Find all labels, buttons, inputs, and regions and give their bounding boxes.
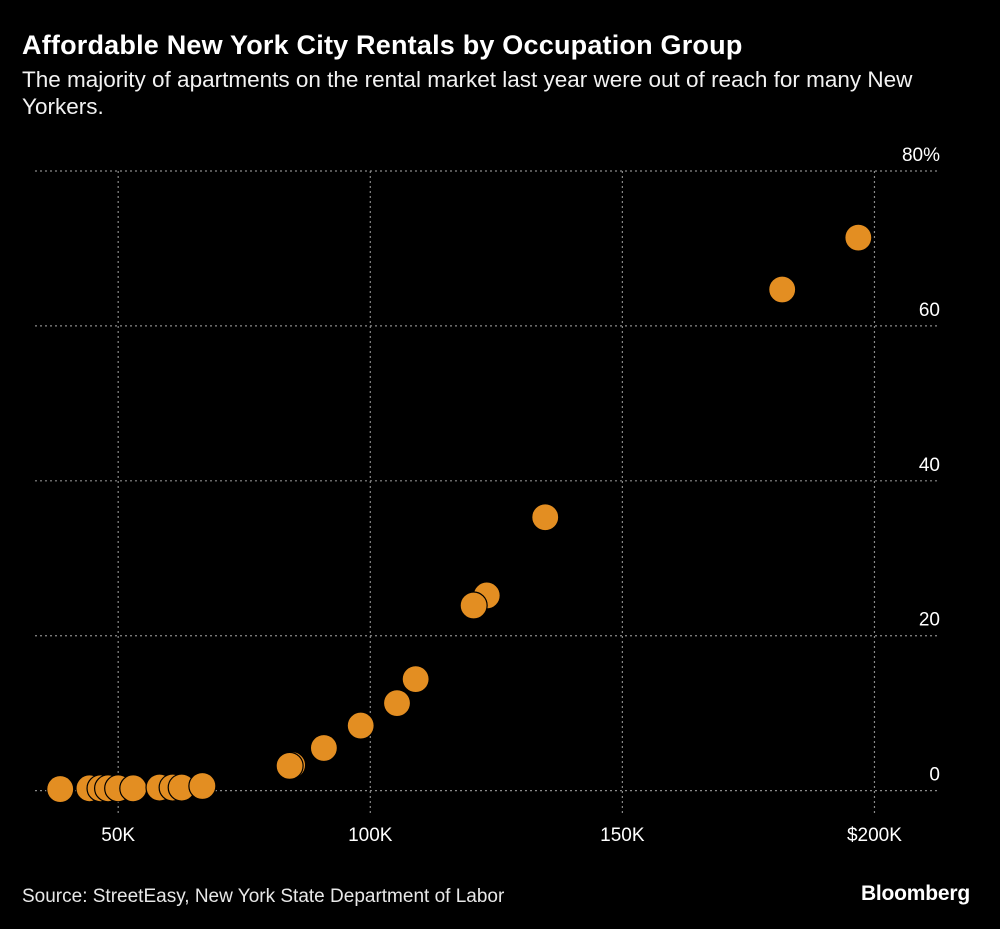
chart-title: Affordable New York City Rentals by Occu… [22,30,743,60]
x-tick-label: 100K [348,825,393,846]
source-note: Source: StreetEasy, New York State Depar… [22,886,505,907]
data-point [401,665,430,694]
y-tick-label: 20 [919,610,940,631]
y-tick-label: 0 [929,765,940,786]
x-tick-label: $200K [847,825,902,846]
data-point [459,591,488,620]
data-point [275,751,304,780]
y-tick-label: 40 [919,455,940,476]
data-point [46,774,75,804]
data-point [188,771,217,801]
data-point [382,689,412,718]
data-point [309,733,338,763]
data-point [768,275,797,304]
y-tick-label: 80% [902,145,940,166]
y-tick-label: 60 [919,300,940,321]
axis-ticks: 0 20 40 60 80% 50K 100K 150K $200K [101,145,940,846]
bloomberg-logo: Bloomberg [860,882,970,905]
chart-subtitle: The majority of apartments on the rental… [22,67,913,119]
x-tick-label: 150K [600,825,645,846]
data-point [346,711,375,740]
data-point [531,503,560,532]
x-tick-label: 50K [101,825,135,846]
grid-lines [35,170,940,816]
data-points [46,223,873,804]
data-point [844,223,873,252]
data-point [119,774,148,803]
